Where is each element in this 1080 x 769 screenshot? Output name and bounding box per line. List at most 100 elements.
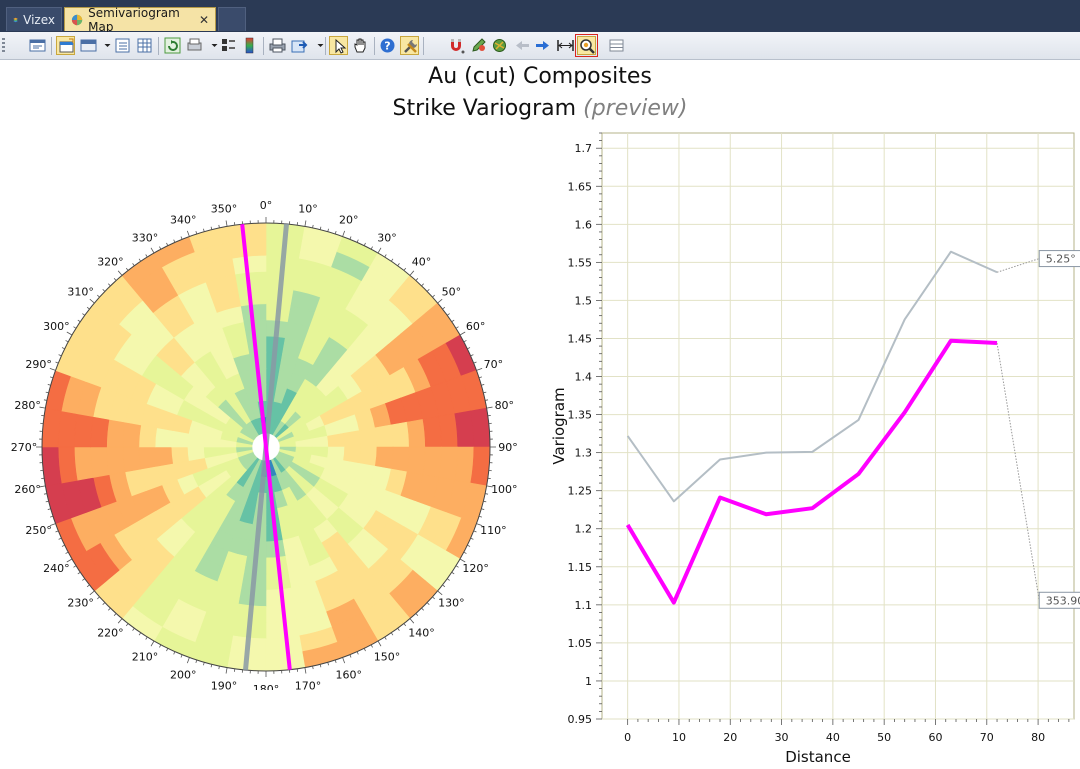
rose-tick	[481, 508, 485, 510]
print-icon[interactable]	[268, 36, 287, 55]
grid-icon[interactable]	[135, 36, 154, 55]
rose-tick	[459, 331, 466, 336]
list-icon[interactable]	[113, 36, 132, 55]
zoom-find-icon[interactable]	[575, 34, 598, 57]
tab-semivariogram-map[interactable]: Semivariogram Map ✕	[64, 6, 216, 34]
vizex-layers-icon	[13, 17, 18, 22]
pan-icon[interactable]	[351, 36, 370, 55]
range-icon[interactable]	[556, 36, 575, 55]
rose-tick	[173, 239, 176, 243]
rose-tick	[370, 644, 373, 648]
rose-angle-label: 170°	[295, 679, 322, 690]
rose-tick	[108, 283, 111, 287]
y-tick-label: 1.4	[575, 371, 593, 384]
selected-direction-line[interactable]	[240, 224, 292, 670]
dropdown-icon[interactable]	[311, 36, 324, 55]
rose-tick	[65, 340, 69, 343]
rose-tick	[132, 263, 135, 267]
dropdown-icon[interactable]	[98, 36, 111, 55]
rose-tick	[203, 228, 205, 232]
rose-tick	[39, 406, 46, 409]
toolbar-grip[interactable]	[2, 38, 5, 54]
display-icon[interactable]	[79, 36, 98, 55]
rose-tick	[356, 651, 359, 655]
rose-tick	[356, 239, 359, 243]
y-tick-label: 1.35	[568, 409, 593, 422]
properties-icon[interactable]	[28, 36, 47, 55]
annotation-box	[1038, 591, 1080, 609]
close-icon[interactable]: ✕	[198, 12, 209, 27]
rose-tick	[485, 493, 489, 495]
rose-ticks	[36, 217, 496, 677]
table-icon[interactable]	[607, 36, 626, 55]
colorbar-icon[interactable]	[240, 36, 259, 55]
rose-cell	[154, 446, 174, 467]
legend-icon[interactable]	[219, 36, 238, 55]
rose-angle-label: 110°	[480, 524, 507, 537]
tab-vizex-label: Vizex	[23, 12, 55, 27]
dropdown-icon[interactable]	[205, 36, 218, 55]
rose-tick	[473, 361, 477, 364]
rose-angle-label: 140°	[408, 626, 435, 639]
help-icon[interactable]: ?	[378, 36, 397, 55]
rose-angle-label: 180°	[253, 683, 280, 690]
y-tick-label: 1.1	[575, 599, 593, 612]
rose-tick	[218, 224, 220, 228]
magnet-icon[interactable]	[447, 36, 466, 55]
arrow-right-icon[interactable]	[533, 36, 552, 55]
rose-cell	[232, 255, 267, 275]
tab-vizex[interactable]: Vizex	[6, 7, 62, 31]
pencil-icon[interactable]	[469, 36, 488, 55]
rose-tick	[421, 283, 424, 287]
arrow-left-icon[interactable]	[513, 36, 532, 55]
rose-tick	[145, 254, 148, 258]
rose-angle-label: 20°	[339, 214, 359, 227]
rose-tick	[49, 376, 54, 379]
variogram-plot[interactable]: 0.95 1 1.05 1.1 1.15 1.2 1.25 1.3 1.35 1.4 1.45 1.5…	[540, 125, 1080, 769]
rose-angle-label: 250°	[25, 524, 52, 537]
series-line-1[interactable]	[625, 338, 998, 605]
layers-icon[interactable]	[56, 36, 75, 55]
refresh-icon[interactable]	[163, 36, 182, 55]
globe-icon[interactable]	[490, 36, 509, 55]
rose-tick	[415, 278, 419, 281]
rose-cell	[406, 418, 426, 448]
x-tick-label: 20	[723, 731, 737, 744]
x-tick-label: 30	[775, 731, 789, 744]
rose-tick	[437, 590, 443, 596]
tools-icon[interactable]	[400, 36, 419, 55]
rose-tick	[437, 298, 443, 304]
rose-tick	[486, 406, 493, 409]
semivariogram-rose[interactable]: 0° 10° 20° 30° 40° 50° 60° 70° 80° 90° 100° 110° 120…	[0, 190, 540, 690]
print-preview-icon[interactable]	[185, 36, 204, 55]
rose-cell	[358, 446, 378, 467]
rose-tick	[186, 230, 190, 237]
svg-text:?: ?	[384, 40, 390, 53]
rose-tick	[384, 254, 387, 258]
rose-tick	[210, 664, 213, 668]
y-tick-label: 1.3	[575, 447, 593, 460]
rose-tick	[442, 584, 446, 588]
rose-tick	[304, 220, 307, 227]
rose-tick	[225, 667, 228, 674]
rose-tick	[476, 523, 483, 527]
rose-angle-label: 260°	[14, 483, 41, 496]
rose-angle-label: 210°	[132, 651, 159, 664]
rose-tick	[467, 544, 471, 547]
rose-cell	[438, 446, 458, 481]
y-tick-label: 1.45	[568, 332, 593, 345]
rose-cell	[74, 446, 94, 481]
rose-tick	[150, 247, 155, 254]
rose-tick	[77, 319, 81, 323]
series-line-0[interactable]	[626, 250, 998, 503]
rose-tick	[415, 613, 419, 616]
x-tick-label: 80	[1031, 731, 1045, 744]
pointer-icon[interactable]	[329, 36, 348, 55]
gridlines	[602, 133, 1074, 720]
tab-empty[interactable]	[218, 7, 246, 31]
rose-tick	[334, 659, 337, 664]
rose-cell	[170, 446, 189, 464]
rose-cell	[138, 424, 158, 448]
export-icon[interactable]	[290, 36, 309, 55]
